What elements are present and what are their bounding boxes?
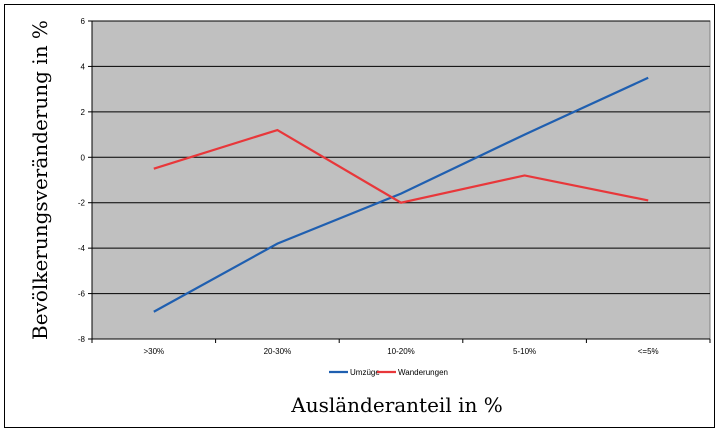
y-axis-title: Bevölkerungsveränderung in % [28,20,52,340]
y-tick-label: -4 [78,244,86,253]
x-tick-label: 10-20% [387,347,415,356]
x-axis-title: Ausländeranteil in % [290,393,502,417]
x-tick-label: <=5% [638,347,659,356]
y-tick-label: 4 [81,62,86,71]
plot-area [92,21,710,339]
legend-label: Umzüge [350,368,380,377]
y-tick-labels: 6 4 2 0 -2 -4 -6 -8 [78,17,86,344]
x-tick-label: 20-30% [264,347,292,356]
y-tick-label: 6 [81,17,86,26]
x-tick-label: >30% [143,347,164,356]
y-tick-label: 2 [81,108,86,117]
legend-label: Wanderungen [398,368,448,377]
x-tick-labels: >30% 20-30% 10-20% 5-10% <=5% [143,347,658,356]
x-tick-label: 5-10% [513,347,536,356]
y-tick-label: 0 [81,153,86,162]
y-tick-label: -6 [78,290,86,299]
y-tick-label: -8 [78,335,86,344]
y-tick-label: -2 [78,199,86,208]
legend: Umzüge Wanderungen [329,368,448,377]
